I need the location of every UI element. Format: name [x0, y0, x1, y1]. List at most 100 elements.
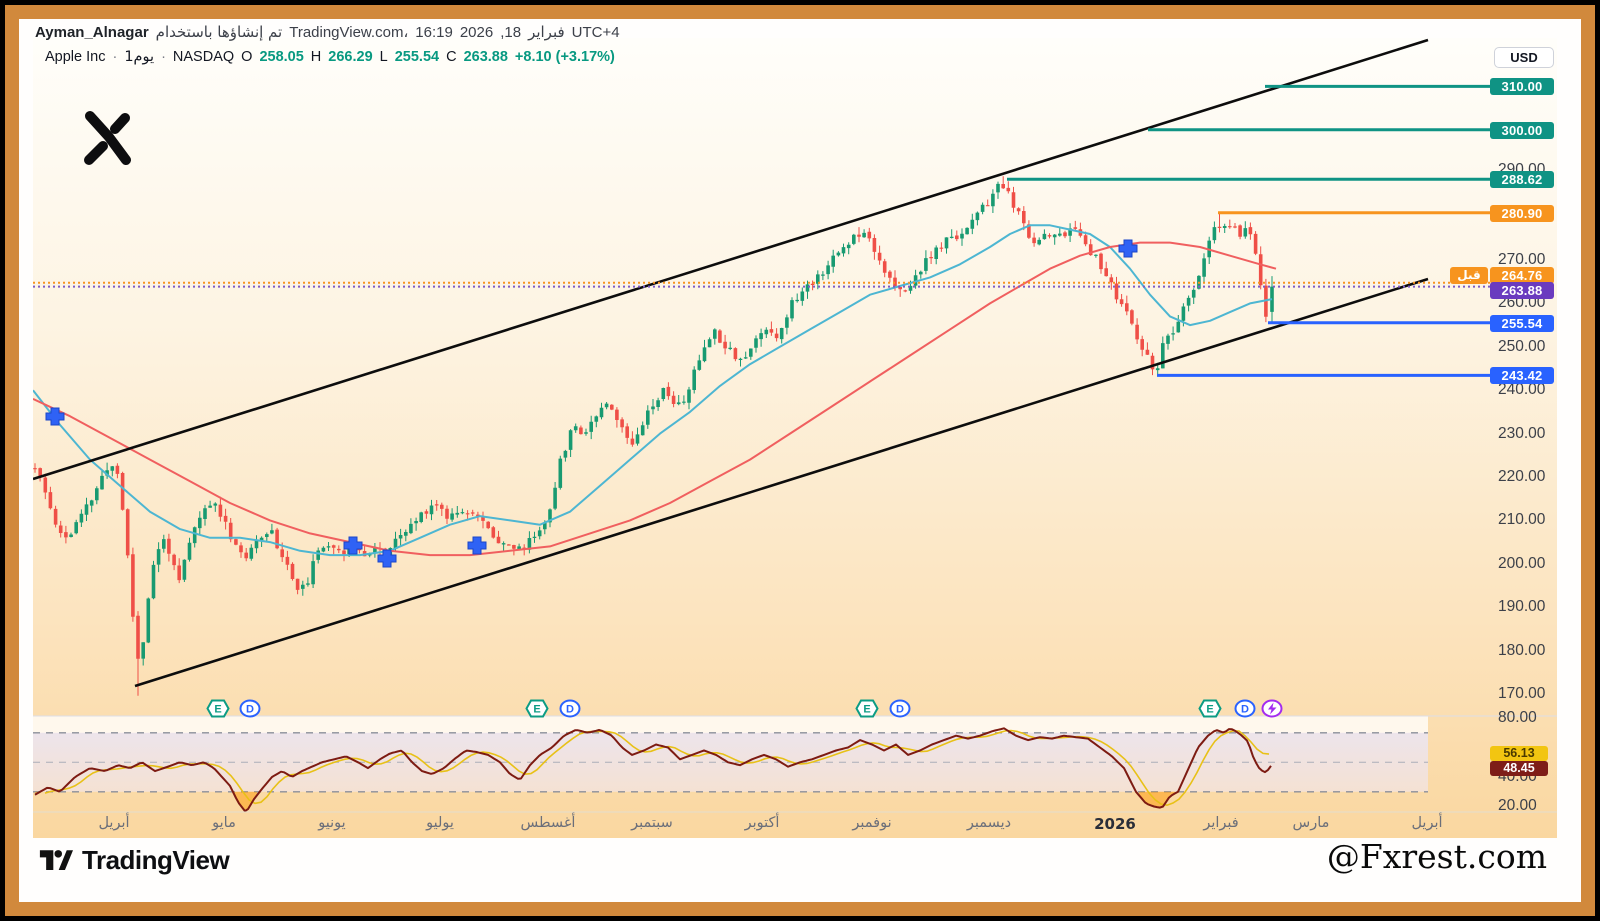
svg-text:D: D	[1241, 704, 1249, 716]
alert-lightning-badge[interactable]	[1261, 699, 1283, 723]
snapshot-month: فبراير	[528, 23, 565, 41]
candle-bodies-up	[69, 183, 1274, 659]
currency-button[interactable]: USD	[1494, 47, 1554, 68]
chart-canvas[interactable]: Apple Inc · 1يوم · NASDAQ O 258.05 H 266…	[33, 38, 1557, 838]
symbol-exchange: NASDAQ	[172, 49, 235, 65]
scale-tick: 250.00	[1498, 338, 1546, 355]
snapshot-time: 16:19	[415, 24, 453, 41]
close-label: C	[446, 49, 457, 65]
scale-tick: 220.00	[1498, 468, 1546, 485]
dividends-badge[interactable]: D	[559, 699, 581, 723]
scale-tick: 210.00	[1498, 511, 1546, 528]
scale-tick: 80.00	[1498, 709, 1537, 726]
svg-text:D: D	[896, 704, 904, 716]
anchor-plus-icon[interactable]	[467, 536, 487, 555]
price-badge-280.90: 280.90	[1490, 205, 1554, 222]
time-axis-label: أبريل	[1411, 815, 1443, 831]
rsi-badge-48.45: 48.45	[1490, 761, 1548, 776]
change-value: +8.10 (+3.17%)	[514, 49, 615, 65]
chart-card: Ayman_Alnagar تم إنشاؤها باستخدام Tradin…	[19, 19, 1581, 902]
scale-tick: 230.00	[1498, 425, 1546, 442]
publish-meta-bar: Ayman_Alnagar تم إنشاؤها باستخدام Tradin…	[35, 23, 620, 41]
time-axis-label: فبراير	[1203, 815, 1239, 831]
earnings-badge[interactable]: E	[525, 699, 549, 723]
price-badge-243.42: 243.42	[1490, 367, 1554, 384]
scale-tick: 200.00	[1498, 555, 1546, 572]
anchor-plus-icon[interactable]	[343, 536, 363, 555]
time-axis-label: أغسطس	[520, 815, 576, 831]
price-badge-263.88: 263.88	[1490, 282, 1554, 299]
svg-text:E: E	[863, 704, 870, 716]
svg-text:E: E	[533, 704, 540, 716]
time-axis-label: مايو	[212, 815, 236, 831]
dividends-badge[interactable]: D	[1234, 699, 1256, 723]
watermark-handle: @Fxrest.com	[1326, 837, 1547, 876]
candle-wicks-down	[34, 176, 1267, 696]
open-value: 258.05	[259, 49, 304, 65]
time-axis-label: أكتوبر	[744, 815, 780, 831]
time-axis-label: أبريل	[98, 815, 130, 831]
svg-text:D: D	[566, 704, 574, 716]
channel-upper-line[interactable]	[33, 38, 1429, 481]
scale-tick: 20.00	[1498, 797, 1537, 814]
time-axis[interactable]: أبريل مايو يونيو يوليو أغسطس سبتمبر أكتوبر نوفم…	[33, 812, 1557, 838]
price-and-rsi-plot[interactable]	[33, 38, 1557, 838]
price-badge-288.62: 288.62	[1490, 171, 1554, 188]
scale-tick: 240.00	[1498, 381, 1546, 398]
rsi-line	[34, 727, 1272, 813]
channel-lower-line[interactable]	[134, 277, 1429, 688]
earnings-badge[interactable]: E	[206, 699, 230, 723]
close-value: 263.88	[463, 49, 508, 65]
snapshot-year: 2026	[459, 24, 494, 41]
pre-market-badge: قبل	[1450, 267, 1488, 284]
price-badge-255.54: 255.54	[1490, 315, 1554, 332]
dividends-badge[interactable]: D	[889, 699, 911, 723]
high-label: H	[310, 49, 322, 65]
scale-tick: 180.00	[1498, 642, 1546, 659]
scale-tick: 170.00	[1498, 685, 1546, 702]
rsi-pane-top-bg	[33, 716, 1428, 733]
time-axis-label: 2026	[1094, 815, 1136, 833]
time-axis-label: يونيو	[318, 815, 346, 831]
anchor-plus-icon[interactable]	[377, 549, 397, 568]
rsi-badge-56.13: 56.13	[1490, 746, 1548, 761]
low-label: L	[379, 49, 388, 65]
decorative-border: Ayman_Alnagar تم إنشاؤها باستخدام Tradin…	[5, 5, 1595, 916]
earnings-badge[interactable]: E	[855, 699, 879, 723]
scale-tick: 190.00	[1498, 598, 1546, 615]
anchor-plus-icon[interactable]	[1118, 239, 1138, 258]
scale-tick: 270.00	[1498, 251, 1546, 268]
rsi-oversold-fill	[35, 791, 1175, 812]
tradingview-branding: TradingView	[39, 845, 230, 876]
earnings-badge[interactable]: E	[1198, 699, 1222, 723]
price-badge-310.00: 310.00	[1490, 78, 1554, 95]
tradingview-logo-icon	[39, 849, 73, 870]
site-text: TradingView.com،	[289, 24, 409, 41]
fxrest-x-logo	[84, 111, 131, 165]
svg-text:E: E	[214, 704, 221, 716]
symbol-info-bar: Apple Inc · 1يوم · NASDAQ O 258.05 H 266…	[45, 49, 615, 65]
time-axis-label: ديسمبر	[966, 815, 1012, 831]
time-axis-label: سبتمبر	[631, 815, 673, 831]
symbol-interval: 1يوم	[124, 49, 155, 65]
snapshot-day: ,18	[500, 24, 522, 41]
rsi-ma-line	[44, 729, 1270, 807]
svg-text:E: E	[1206, 704, 1213, 716]
tradingview-logo-text: TradingView	[82, 845, 230, 875]
high-value: 266.29	[328, 49, 373, 65]
symbol-name: Apple Inc	[45, 49, 106, 65]
time-axis-label: مارس	[1292, 815, 1330, 831]
time-axis-label: نوفمبر	[852, 815, 892, 831]
svg-text:D: D	[246, 704, 254, 716]
dividends-badge[interactable]: D	[239, 699, 261, 723]
price-badge-264.76: 264.76	[1490, 267, 1554, 284]
anchor-plus-icon[interactable]	[45, 407, 65, 426]
snapshot-timezone: UTC+4	[571, 24, 620, 41]
created-with-text: تم إنشاؤها باستخدام	[155, 23, 283, 41]
open-label: O	[241, 49, 253, 65]
author-name: Ayman_Alnagar	[35, 24, 149, 41]
ma-fast-line[interactable]	[33, 224, 1273, 557]
time-axis-label: يوليو	[426, 815, 454, 831]
price-badge-300.00: 300.00	[1490, 122, 1554, 139]
